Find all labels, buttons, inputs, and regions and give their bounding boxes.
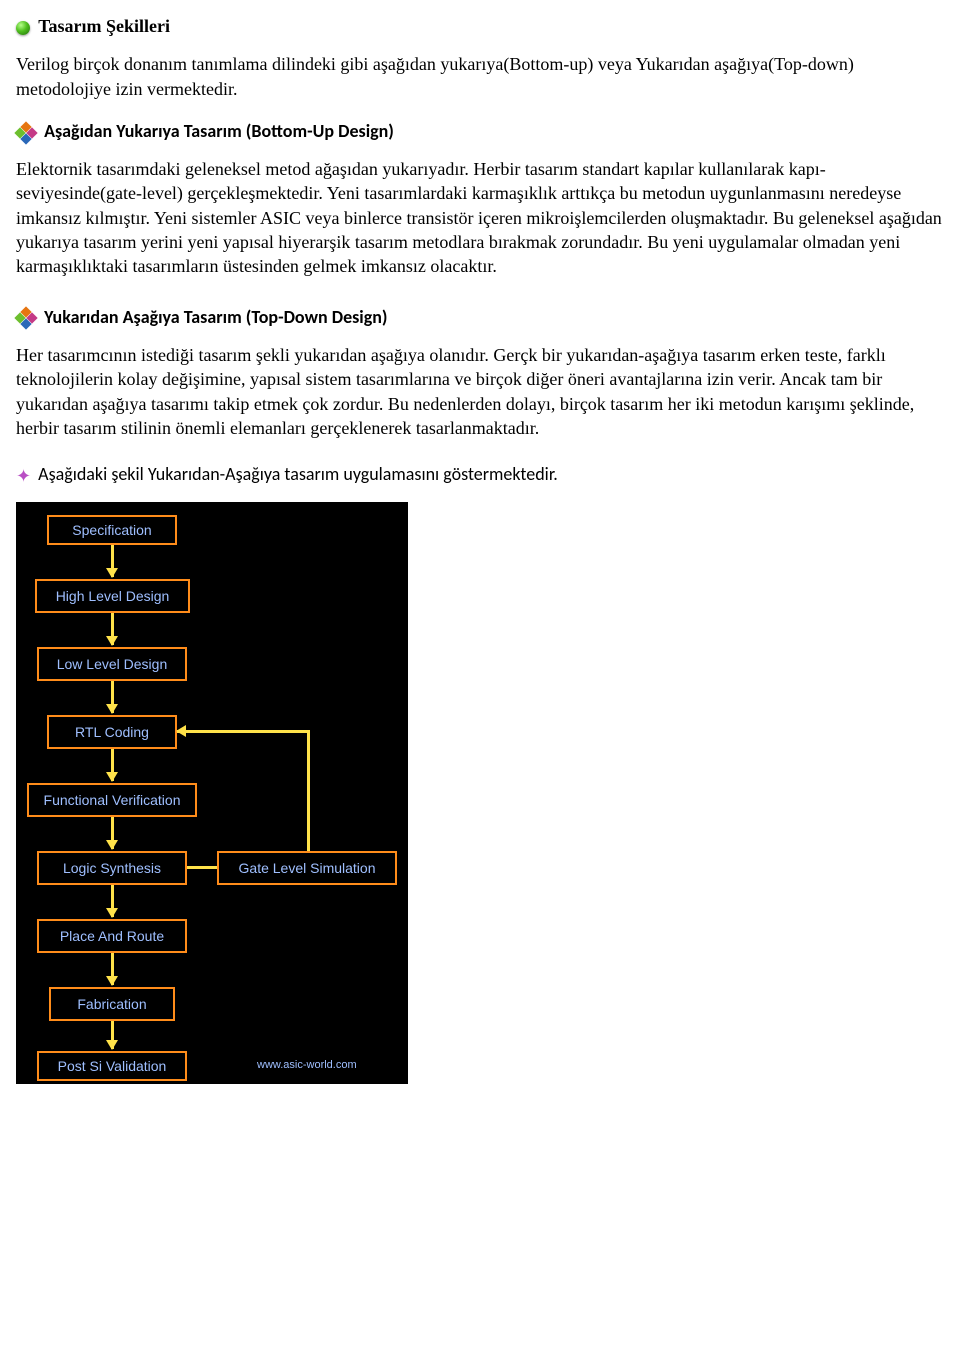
flow-feedback-h1	[187, 866, 217, 869]
flow-node-par: Place And Route	[37, 919, 187, 953]
note-text: Aşağıdaki şekil Yukarıdan-Aşağıya tasarı…	[38, 463, 558, 485]
flow-node-ls: Logic Synthesis	[37, 851, 187, 885]
green-ball-icon	[16, 21, 30, 35]
flow-node-fab: Fabrication	[49, 987, 175, 1021]
note-line: ✦ Aşağıdaki şekil Yukarıdan-Aşağıya tasa…	[16, 462, 944, 488]
heading-text: Tasarım Şekilleri	[38, 16, 170, 36]
main-heading: Tasarım Şekilleri	[16, 14, 944, 38]
subheading-top-down: Yukarıdan Aşağıya Tasarım (Top-Down Desi…	[16, 305, 944, 329]
flow-node-fv: Functional Verification	[27, 783, 197, 817]
flowchart-container: Specification High Level Design Low Level …	[16, 502, 944, 1084]
flow-arrow-6	[111, 953, 114, 985]
flow-node-gls: Gate Level Simulation	[217, 851, 397, 885]
subheading-2-text: Yukarıdan Aşağıya Tasarım (Top-Down Desi…	[44, 306, 387, 328]
flow-node-psv: Post Si Validation	[37, 1051, 187, 1081]
flowchart-watermark: www.asic-world.com	[257, 1058, 357, 1073]
subheading-1-text: Aşağıdan Yukarıya Tasarım (Bottom-Up Des…	[44, 120, 394, 142]
flow-feedback-v	[307, 730, 310, 851]
flow-arrow-1	[111, 613, 114, 645]
sub1-body: Elektornik tasarımdaki geleneksel metod …	[16, 157, 944, 278]
flow-node-rtl: RTL Coding	[47, 715, 177, 749]
subheading-bottom-up: Aşağıdan Yukarıya Tasarım (Bottom-Up Des…	[16, 119, 944, 143]
star-icon: ✦	[16, 464, 31, 488]
top-down-flowchart: Specification High Level Design Low Level …	[16, 502, 408, 1084]
flow-arrow-7	[111, 1021, 114, 1049]
flow-node-lld: Low Level Design	[37, 647, 187, 681]
flow-arrow-5	[111, 885, 114, 917]
flow-arrow-4	[111, 817, 114, 849]
flow-node-hld: High Level Design	[35, 579, 190, 613]
flow-arrow-2	[111, 681, 114, 713]
flow-arrow-0	[111, 545, 114, 577]
flow-feedback-h2	[177, 730, 307, 733]
flow-node-spec: Specification	[47, 515, 177, 545]
intro-paragraph: Verilog birçok donanım tanımlama dilinde…	[16, 52, 944, 101]
diamond-cluster-icon	[16, 308, 36, 328]
diamond-cluster-icon	[16, 123, 36, 143]
flow-arrow-3	[111, 749, 114, 781]
sub2-body: Her tasarımcının istediği tasarım şekli …	[16, 343, 944, 440]
